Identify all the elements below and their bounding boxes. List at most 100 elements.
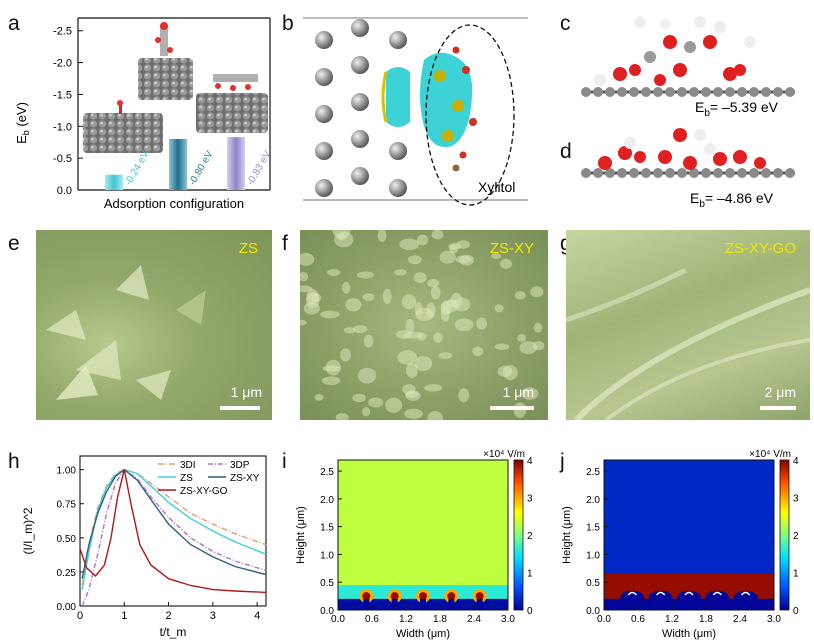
carbon-atom [689, 168, 699, 178]
zn-atom [389, 31, 407, 49]
sem-particle [514, 291, 526, 300]
sem-particle [300, 319, 307, 326]
heatmap-frame [603, 459, 775, 611]
scale-text-e: 1 μm [230, 384, 262, 400]
colorbar-tick-label: 4 [793, 456, 799, 467]
carbon-atom [641, 87, 651, 97]
heatmap-tip [476, 598, 483, 610]
adsorbate-atom [644, 51, 656, 63]
sem-particle [416, 234, 429, 246]
adsorbate-atom [673, 63, 687, 77]
heatmap-ytick-label: 1.5 [320, 523, 334, 534]
carbon-atom [665, 87, 675, 97]
carbon-atom [701, 87, 711, 97]
h-legend-label: ZS [180, 473, 193, 484]
h-xtick-label: 0 [77, 610, 83, 622]
sem-particle [476, 317, 488, 330]
zn-atom [389, 142, 407, 160]
sem-label-zs-xy: ZS-XY [489, 240, 534, 257]
sem-particle [352, 393, 367, 403]
heatmap-bump [733, 590, 758, 605]
adsorbate-atom [733, 150, 747, 164]
sem-particle [377, 230, 387, 242]
adsorbate-atom [624, 137, 636, 149]
carbon-atom [689, 87, 699, 97]
panel-a-ytick-label: -1.5 [53, 89, 72, 101]
h-series-zs-xy-go [79, 469, 267, 594]
sem-particle [401, 294, 417, 310]
sem-particle [327, 269, 341, 276]
sem-particle [320, 310, 340, 319]
colorbar [513, 459, 524, 611]
sem-particle [399, 238, 420, 251]
heatmap-ytick-label: 2.5 [320, 467, 334, 478]
sem-particle [335, 413, 349, 420]
heatmap-hotspot-core [390, 592, 399, 601]
carbon-atom [701, 168, 711, 178]
sem-label-zs-xy-go: ZS-XY-GO [724, 240, 796, 257]
sem-particle [472, 346, 484, 357]
h-ytick-label: 0.25 [57, 568, 77, 579]
h-legend-label: ZS-XY [230, 473, 260, 484]
panel-a-ytick-label: -2.0 [53, 58, 72, 70]
sem-particle [325, 359, 341, 376]
panel-a-ylabel: Eb (eV) [14, 102, 31, 144]
sem-particle [533, 322, 543, 333]
heatmap-hotspot-core [362, 592, 371, 601]
h-series-3di [81, 468, 267, 586]
adsorbate-atom [684, 41, 696, 53]
heatmap-ytick-label: 0.0 [320, 606, 334, 617]
sem-particle [532, 341, 545, 351]
sem-particle [439, 250, 456, 264]
sem-particle [342, 281, 351, 294]
h-xlabel: t/t_m [160, 625, 187, 639]
sem-particle [458, 388, 470, 403]
sem-particle [414, 355, 433, 372]
panel-b-diagram: Xylitol [303, 17, 528, 206]
carbon-atom [785, 168, 795, 178]
carbon-atom [761, 87, 771, 97]
colorbar-tick-label: 1 [527, 569, 533, 580]
heatmap-hotspot-core [475, 592, 484, 601]
carbon-atom [629, 168, 639, 178]
panel-j-heatmap: 0.0 0.6 1.2 1.8 2.4 3.0 0.0 0.5 1.0 1.5 2.0 2.5 Widt… [561, 449, 799, 640]
colorbar-tick-label: 0 [793, 606, 799, 617]
heatmap-ytick-label: 2.0 [586, 495, 600, 506]
panel-a-ytick-label: -1.0 [53, 121, 72, 133]
carbon-atom [749, 87, 759, 97]
carbon-atom [617, 168, 627, 178]
adsorbate-atom [673, 128, 687, 142]
colorbar-tick-label: 2 [793, 531, 799, 542]
zn-atom [351, 93, 369, 111]
sem-particle [306, 288, 319, 305]
panel-label-b: b [282, 12, 294, 35]
xylitol-outline [425, 24, 515, 206]
zn-atom [315, 105, 333, 123]
heatmap-xtick-label: 1.2 [399, 614, 413, 625]
sem-image-zs-xy: ZS-XY 1 μm [300, 230, 548, 420]
panel-a-bar-label: -0.83 eV [245, 149, 274, 188]
h-plot-frame [79, 455, 267, 607]
carbon-atom [605, 168, 615, 178]
heatmap-xtick-label: 2.4 [733, 614, 747, 625]
carbon-atom [605, 87, 615, 97]
carbon-atom [677, 168, 687, 178]
sem-particle [405, 362, 418, 379]
panel-a-ytick-label: 0.0 [57, 185, 72, 197]
sem-particle [363, 334, 374, 348]
colorbar-tick-label: 2 [527, 531, 533, 542]
sem-particle [427, 278, 440, 288]
adsorbate-atom [694, 129, 706, 141]
sem-particle [405, 318, 415, 334]
zn-atom [315, 31, 333, 49]
heatmap-xtick-label: 1.8 [433, 614, 447, 625]
colorbar-tick-label: 4 [527, 456, 533, 467]
heatmap-ytick-label: 0.5 [320, 578, 334, 589]
sem-particle [340, 348, 352, 362]
zn-atom [389, 179, 407, 197]
adsorbate-atom [634, 151, 646, 163]
sem-particle [314, 394, 324, 401]
carbon-atom [653, 87, 663, 97]
carbon-atom [617, 87, 627, 97]
adsorbate-atom [713, 152, 727, 166]
